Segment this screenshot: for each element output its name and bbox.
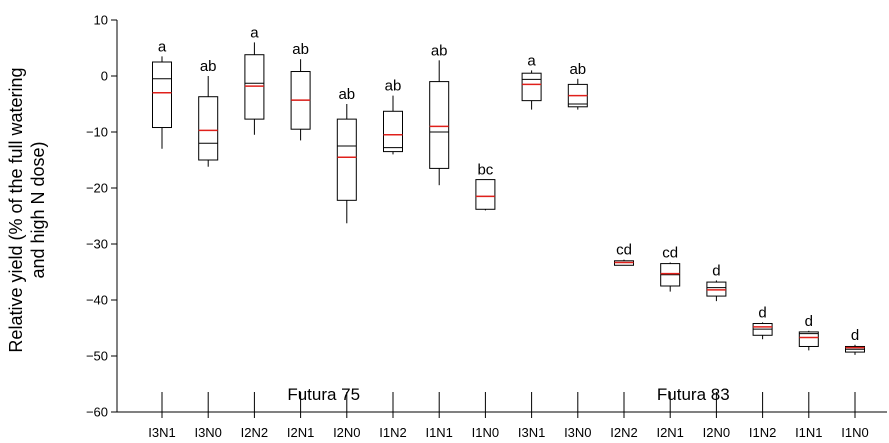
significance-label: cd	[616, 242, 632, 259]
plot-frame	[116, 20, 887, 413]
box	[244, 42, 265, 135]
box-iqr	[152, 61, 172, 129]
box	[798, 330, 819, 351]
box-iqr	[798, 331, 819, 347]
y-axis: 10 0 −10 −20 −30 −40 −50 −60	[86, 13, 117, 420]
box	[706, 280, 727, 302]
x-tick-label: I1N2	[749, 425, 776, 440]
x-tick-label: I1N1	[425, 425, 452, 440]
significance-label: a	[250, 24, 259, 41]
y-tick-label: 10	[94, 13, 108, 28]
significance-label: d	[712, 262, 720, 279]
significance-label: a	[158, 38, 167, 55]
box	[752, 322, 773, 340]
x-tick-label: I1N0	[841, 425, 868, 440]
x-tick-label: I1N1	[795, 425, 822, 440]
y-axis-title-line2: and high N dose)	[28, 141, 48, 278]
y-tick-label: −30	[86, 237, 108, 252]
y-tick-label: −60	[86, 405, 108, 420]
box	[383, 95, 403, 155]
x-tick-label: I1N2	[379, 425, 406, 440]
significance-label: bc	[477, 162, 493, 179]
x-tick-label: I2N1	[656, 425, 683, 440]
significance-label: d	[758, 304, 766, 321]
box	[336, 104, 357, 224]
box-iqr	[383, 110, 403, 153]
significance-label: ab	[292, 41, 309, 58]
x-axis: I3N1 I3N0 I2N2 I2N1 I2N0 I1N2 I1N1 I1N0 I3N1 I3N0…	[148, 392, 869, 440]
x-tick-label: I3N1	[148, 425, 175, 440]
box	[152, 56, 172, 149]
significance-label: d	[805, 313, 813, 330]
significance-label: ab	[431, 42, 448, 59]
x-tick-label: I2N0	[703, 425, 730, 440]
significance-label: d	[851, 327, 859, 344]
box	[198, 76, 219, 167]
box-iqr	[198, 96, 219, 161]
box	[429, 60, 450, 186]
significance-labels: a ab a ab ab ab ab bc a ab cd cd d d d d	[158, 24, 859, 343]
box-iqr	[429, 81, 450, 169]
x-tick-label: I3N0	[194, 425, 221, 440]
y-axis-title-line1: Relative yield (% of the full watering	[6, 67, 26, 352]
x-tick-label: I2N2	[241, 425, 268, 440]
significance-label: a	[527, 52, 536, 69]
y-tick-label: −40	[86, 293, 108, 308]
x-tick-label: I2N2	[610, 425, 637, 440]
y-tick-label: −50	[86, 349, 108, 364]
y-tick-label: −10	[86, 125, 108, 140]
x-tick-label: I2N1	[287, 425, 314, 440]
x-tick-label: I3N0	[564, 425, 591, 440]
x-tick-label: I2N0	[333, 425, 360, 440]
group-labels: Futura 75 Futura 83	[287, 385, 729, 404]
box-series	[152, 42, 865, 355]
x-tick-label: I1N0	[472, 425, 499, 440]
box-iqr	[706, 281, 727, 297]
box	[290, 59, 311, 141]
significance-label: ab	[338, 86, 355, 103]
box	[567, 78, 588, 110]
box	[475, 179, 496, 211]
box	[521, 70, 542, 110]
y-tick-label: 0	[101, 69, 108, 84]
box	[660, 262, 681, 292]
significance-label: ab	[569, 61, 586, 78]
box	[845, 344, 865, 355]
group-label: Futura 83	[657, 385, 730, 404]
y-tick-label: −20	[86, 181, 108, 196]
x-tick-label: I3N1	[518, 425, 545, 440]
box	[614, 259, 634, 266]
group-label: Futura 75	[287, 385, 360, 404]
significance-label: ab	[385, 78, 402, 95]
box-iqr	[521, 72, 542, 102]
box-iqr	[475, 179, 496, 210]
box-iqr	[336, 118, 357, 201]
significance-label: ab	[200, 58, 217, 75]
box-iqr	[244, 54, 265, 120]
significance-label: cd	[662, 244, 678, 261]
